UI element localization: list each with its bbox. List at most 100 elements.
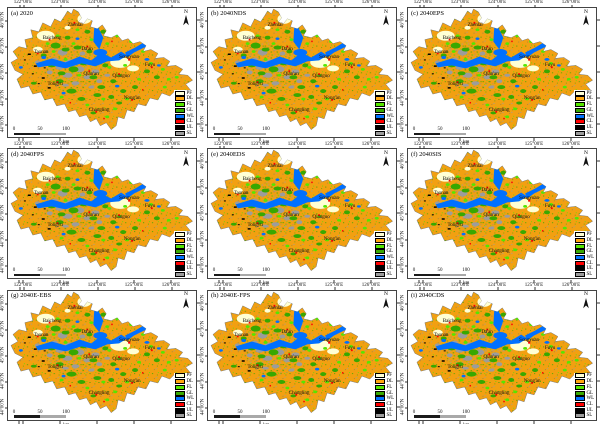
city-label: Nong'an — [523, 95, 541, 101]
legend-label: SL — [386, 130, 393, 136]
city-label: Changling — [88, 107, 110, 113]
longitude-tick-label: 122°00'E — [13, 0, 33, 6]
scale-unit: km — [463, 423, 469, 424]
legend-label: DL — [586, 237, 594, 243]
legend-label: CL — [386, 119, 393, 125]
north-arrow-icon — [183, 156, 189, 167]
bottom-axis-ticks — [407, 279, 596, 283]
legend-label: DL — [186, 379, 194, 385]
scale-tick: 0 — [412, 409, 416, 415]
scale-bar-segments — [14, 415, 66, 418]
bottom-axis-ticks — [207, 138, 396, 142]
city-label: Qian'an — [283, 212, 299, 219]
north-label: N — [584, 149, 588, 156]
legend-swatch — [174, 373, 185, 379]
scale-tick: 0 — [212, 127, 216, 133]
map-frame: (i) 2040CDS N Zhenlai Baicheng Taonan Da… — [404, 287, 597, 424]
scale-tick: 100 — [462, 268, 470, 274]
legend-label: FL — [586, 243, 593, 249]
map-panel: 122°00'E 123°00'E 124°00'E 125°00'E 126°… — [0, 283, 201, 424]
legend-label: GL — [386, 107, 394, 113]
city-label: Zhenlai — [267, 163, 283, 170]
legend-swatch — [174, 384, 185, 390]
legend-label: FL — [186, 243, 193, 249]
map-frame: (b) 2040NDS N Zhenlai Baicheng Taonan Da… — [204, 4, 397, 145]
longitude-tick-label: 124°00'E — [87, 283, 107, 289]
land-use-map — [408, 8, 597, 138]
legend-row: DL — [374, 379, 394, 385]
legend-row: DL — [574, 96, 594, 102]
scale-tick: 100 — [62, 409, 70, 415]
city-label: Tongyu — [447, 81, 463, 87]
city-label: Tongyu — [47, 81, 63, 87]
city-label: Songyuan — [319, 336, 339, 343]
legend-label: PF — [186, 90, 192, 96]
city-label: Qian'an — [83, 353, 99, 360]
map-panel: 122°00'E 123°00'E 124°00'E 125°00'E 126°… — [0, 141, 201, 286]
scale-tick: 50 — [37, 127, 43, 133]
legend-label: GL — [186, 249, 194, 255]
legend-row: UL — [574, 266, 594, 272]
legend-label: UL — [386, 266, 394, 272]
scale-tick: 0 — [212, 268, 216, 274]
legend-label: SL — [586, 271, 593, 277]
longitude-tick-label: 124°00'E — [487, 283, 507, 289]
panel-label: (c) 2040EPS — [411, 9, 445, 17]
city-label: Zhenlai — [267, 22, 283, 28]
legend-label: PF — [586, 90, 592, 96]
legend-label: DL — [586, 379, 594, 385]
scale-bar-segments — [414, 132, 466, 135]
legend-row: FL — [574, 243, 594, 249]
legend-label: PF — [586, 232, 592, 238]
map-frame: (f) 2040SIS N Zhenlai Baicheng Taonan Da… — [404, 145, 597, 286]
legend-row: FL — [374, 384, 394, 390]
longitude-tick-label: 123°00'E — [250, 141, 270, 147]
legend-label: WL — [186, 396, 195, 402]
legend-label: WL — [586, 396, 595, 402]
scale-unit: km — [263, 140, 270, 146]
north-arrow-icon — [383, 297, 389, 308]
legend-label: CL — [586, 401, 593, 407]
legend-label: WL — [586, 113, 595, 119]
city-label: Taonan — [433, 331, 449, 338]
legend: PF DL FL GL WL CL UL SL — [173, 90, 196, 137]
legend-swatch — [374, 113, 385, 119]
legend-label: WL — [386, 396, 395, 402]
legend-row: SL — [374, 413, 394, 419]
legend: PF DL FL GL WL CL UL SL — [373, 90, 396, 137]
legend-row: SL — [174, 271, 194, 277]
scale-tick: 100 — [262, 268, 270, 274]
panel-label: (b) 2040NDS — [211, 9, 247, 17]
legend-swatch — [374, 401, 385, 407]
legend-label: GL — [586, 390, 594, 396]
city-label: Fuyu — [544, 62, 556, 68]
legend-row: PF — [574, 373, 594, 379]
legend-swatch — [374, 130, 385, 136]
legend-row: CL — [174, 260, 194, 266]
legend-swatch — [174, 407, 185, 413]
legend-label: CL — [586, 260, 593, 266]
north-arrow: N — [381, 9, 391, 27]
longitude-tick-label: 126°00'E — [361, 141, 381, 147]
legend-row: CL — [374, 119, 394, 125]
north-arrow: N — [581, 292, 591, 309]
legend-row: PF — [174, 232, 194, 238]
map-panel: 122°00'E 123°00'E 124°00'E 125°00'E 126°… — [400, 0, 600, 145]
legend-swatch — [174, 266, 185, 272]
north-arrow-icon — [183, 297, 189, 308]
legend-row: WL — [174, 254, 194, 260]
scale-bar-segments — [414, 273, 466, 277]
legend-swatch — [374, 237, 385, 243]
right-axis-ticks — [197, 148, 201, 278]
city-label: Nong'an — [523, 377, 541, 384]
north-label: N — [184, 8, 188, 15]
city-label: Taonan — [233, 190, 249, 197]
legend-swatch — [574, 243, 585, 249]
city-label: Fuyu — [144, 62, 156, 68]
legend-label: SL — [386, 413, 393, 419]
longitude-tick-label: 123°00'E — [450, 283, 470, 289]
city-label: Zhenlai — [67, 304, 83, 311]
scale-bar: 0 50 100 km — [411, 268, 475, 286]
north-arrow: N — [381, 292, 391, 309]
scale-tick: 0 — [12, 127, 16, 133]
